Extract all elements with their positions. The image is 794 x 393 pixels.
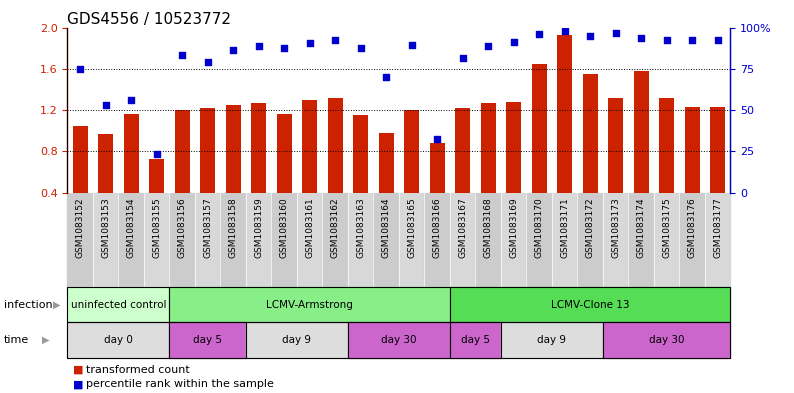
Bar	[302, 100, 318, 193]
Point	[558, 28, 571, 34]
Text: GSM1083175: GSM1083175	[662, 197, 671, 258]
Bar	[608, 97, 623, 193]
Point	[278, 45, 291, 51]
Text: uninfected control: uninfected control	[71, 299, 166, 310]
Point	[176, 52, 189, 59]
Text: day 30: day 30	[649, 335, 684, 345]
Bar	[98, 134, 114, 193]
Point	[584, 33, 596, 39]
Text: GSM1083172: GSM1083172	[586, 197, 595, 258]
Text: GSM1083174: GSM1083174	[637, 197, 646, 258]
Bar	[480, 103, 496, 193]
Bar	[583, 74, 598, 193]
Point	[533, 31, 545, 37]
Point	[303, 40, 316, 46]
Bar	[328, 97, 343, 193]
Text: GSM1083165: GSM1083165	[407, 197, 416, 258]
Text: GSM1083167: GSM1083167	[458, 197, 467, 258]
Point	[252, 43, 265, 49]
Text: GSM1083154: GSM1083154	[127, 197, 136, 258]
Point	[202, 59, 214, 65]
Text: GSM1083155: GSM1083155	[152, 197, 161, 258]
Point	[74, 66, 87, 72]
Text: GSM1083168: GSM1083168	[484, 197, 493, 258]
Text: GSM1083166: GSM1083166	[433, 197, 441, 258]
Text: ▶: ▶	[42, 335, 50, 345]
Point	[227, 47, 240, 53]
Point	[150, 151, 163, 158]
Point	[711, 37, 724, 43]
Text: GSM1083153: GSM1083153	[102, 197, 110, 258]
Text: day 5: day 5	[193, 335, 222, 345]
Text: GDS4556 / 10523772: GDS4556 / 10523772	[67, 12, 232, 27]
Text: GSM1083170: GSM1083170	[534, 197, 544, 258]
Text: GSM1083159: GSM1083159	[254, 197, 264, 258]
Text: GSM1083176: GSM1083176	[688, 197, 696, 258]
Bar	[379, 133, 394, 193]
Text: ■: ■	[73, 365, 83, 375]
Bar	[404, 110, 419, 193]
Text: GSM1083164: GSM1083164	[382, 197, 391, 258]
Text: GSM1083160: GSM1083160	[279, 197, 289, 258]
Point	[125, 97, 137, 103]
Point	[354, 45, 367, 51]
Text: LCMV-Clone 13: LCMV-Clone 13	[551, 299, 630, 310]
Point	[507, 39, 520, 45]
Bar	[225, 105, 241, 193]
Bar	[175, 110, 190, 193]
Text: day 5: day 5	[461, 335, 490, 345]
Text: LCMV-Armstrong: LCMV-Armstrong	[266, 299, 353, 310]
Bar	[531, 64, 547, 193]
Text: day 9: day 9	[283, 335, 311, 345]
Bar	[200, 108, 215, 193]
Bar	[455, 108, 470, 193]
Point	[686, 37, 699, 43]
Bar	[684, 107, 700, 193]
Text: GSM1083157: GSM1083157	[203, 197, 212, 258]
Bar	[659, 97, 674, 193]
Bar	[710, 107, 726, 193]
Text: GSM1083156: GSM1083156	[178, 197, 187, 258]
Text: GSM1083161: GSM1083161	[305, 197, 314, 258]
Text: percentile rank within the sample: percentile rank within the sample	[86, 379, 274, 389]
Text: GSM1083162: GSM1083162	[331, 197, 340, 258]
Text: ■: ■	[73, 379, 83, 389]
Point	[661, 37, 673, 43]
Text: GSM1083171: GSM1083171	[561, 197, 569, 258]
Bar	[251, 103, 266, 193]
Point	[99, 102, 112, 108]
Bar	[149, 158, 164, 193]
Text: GSM1083177: GSM1083177	[713, 197, 723, 258]
Text: GSM1083169: GSM1083169	[509, 197, 518, 258]
Bar	[276, 114, 292, 193]
Bar	[124, 114, 139, 193]
Point	[609, 29, 622, 36]
Text: time: time	[4, 335, 29, 345]
Text: day 30: day 30	[381, 335, 417, 345]
Text: GSM1083152: GSM1083152	[75, 197, 85, 258]
Text: day 0: day 0	[104, 335, 133, 345]
Point	[482, 43, 495, 49]
Point	[329, 37, 341, 43]
Text: GSM1083158: GSM1083158	[229, 197, 237, 258]
Text: infection: infection	[4, 299, 52, 310]
Bar	[72, 125, 88, 193]
Bar	[557, 35, 572, 193]
Text: GSM1083163: GSM1083163	[357, 197, 365, 258]
Bar	[353, 115, 368, 193]
Point	[380, 74, 392, 80]
Text: ▶: ▶	[53, 299, 61, 310]
Text: GSM1083173: GSM1083173	[611, 197, 620, 258]
Point	[457, 55, 469, 62]
Bar	[506, 102, 522, 193]
Point	[431, 136, 444, 142]
Bar	[430, 143, 445, 193]
Point	[406, 42, 418, 48]
Text: transformed count: transformed count	[86, 365, 190, 375]
Point	[635, 35, 648, 41]
Text: day 9: day 9	[538, 335, 566, 345]
Bar	[634, 71, 649, 193]
